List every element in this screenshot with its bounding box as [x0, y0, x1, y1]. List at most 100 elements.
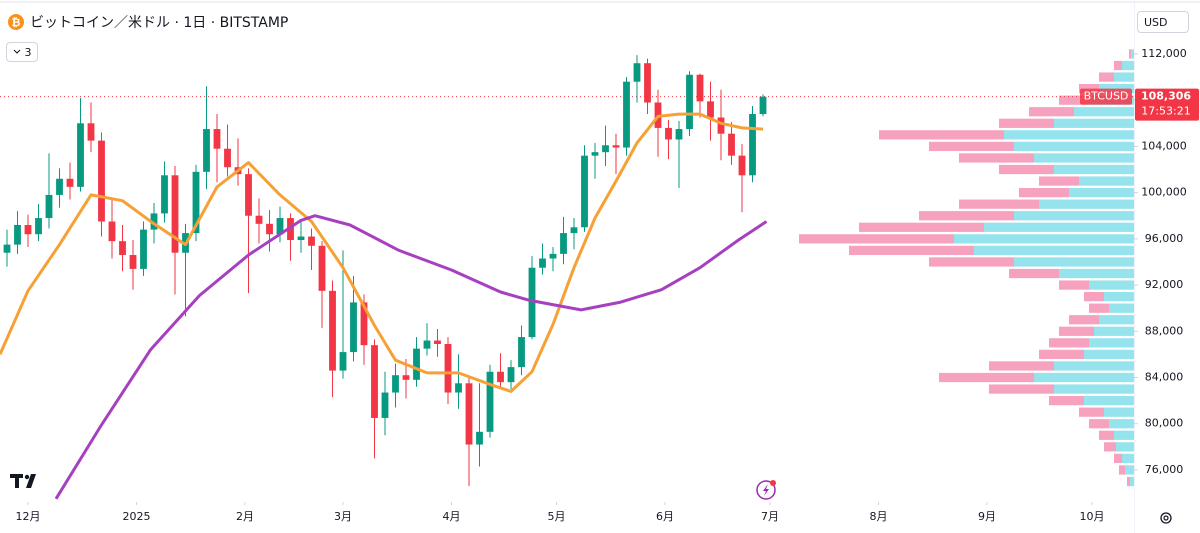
volume-down — [959, 153, 1034, 163]
volume-up — [1089, 280, 1134, 290]
settings-icon[interactable] — [1160, 512, 1172, 524]
plot: 76,000 80,000 84,000 88,000 92,000 96,000 100,… — [0, 47, 1199, 523]
volume-up — [954, 234, 1134, 244]
volume-up — [1104, 407, 1134, 417]
x-tick-label: 8月 — [870, 510, 888, 523]
volume-up — [1039, 199, 1134, 209]
candle-body — [108, 221, 116, 242]
chevron — [13, 49, 20, 54]
candle-body — [633, 63, 641, 82]
candle-body — [255, 215, 263, 224]
candle-body — [602, 145, 609, 153]
candle-body — [518, 337, 525, 368]
candle-body — [696, 74, 704, 102]
x-tick-label: 6月 — [656, 510, 674, 523]
candle-body — [581, 155, 588, 228]
collapse-button[interactable]: 3 — [6, 42, 38, 62]
volume-down — [1029, 107, 1074, 117]
candle-body — [3, 244, 11, 253]
volume-up — [1014, 141, 1134, 152]
volume-up — [1130, 476, 1134, 487]
volume-up — [1059, 268, 1134, 279]
candle-body — [444, 344, 452, 393]
indicator-count: 3 — [24, 45, 32, 59]
volume-up — [1131, 49, 1134, 59]
volume-up — [1069, 188, 1134, 198]
candle-body — [455, 383, 462, 393]
y-tick-label: 88,000 — [1145, 324, 1184, 337]
x-tick-label: 7月 — [761, 510, 779, 523]
volume-up — [984, 222, 1134, 232]
candle-body — [612, 145, 620, 148]
volume-up — [1122, 453, 1134, 464]
candle-body — [245, 174, 252, 216]
volume-down — [919, 211, 1014, 221]
volume-up — [1034, 372, 1134, 383]
y-tick-label: 96,000 — [1145, 232, 1184, 245]
candle-body — [717, 117, 725, 134]
candle-body — [371, 345, 378, 418]
price-countdown: 17:53:21 — [1141, 105, 1190, 118]
legend: ₿ ビットコイン／米ドル · 1日 · BITSTAMP — [8, 12, 288, 32]
candle-body — [476, 431, 483, 445]
candle-body — [749, 114, 756, 176]
candle-body — [297, 236, 305, 241]
candle-body — [171, 175, 179, 253]
candle-body — [66, 178, 74, 187]
candle-body — [140, 229, 147, 269]
x-tick-label: 10月 — [1080, 510, 1105, 523]
y-tick-label: 84,000 — [1145, 371, 1184, 384]
volume-down — [1019, 188, 1069, 198]
volume-up — [1125, 465, 1134, 475]
candle-body — [14, 224, 21, 245]
volume-down — [1119, 465, 1125, 475]
candle-body — [350, 302, 357, 353]
coin-icon: ₿ — [8, 14, 24, 30]
volume-up — [1014, 257, 1134, 267]
x-tick-label: 3月 — [334, 510, 352, 523]
candle-body — [560, 233, 567, 254]
candle-body — [308, 236, 315, 246]
volume-up — [1089, 338, 1134, 348]
candle-body — [161, 175, 168, 214]
candle-body — [87, 123, 95, 141]
candle-body — [434, 340, 441, 345]
candle-body — [423, 340, 431, 349]
volume-up — [1116, 442, 1134, 452]
symbol-tag — [1080, 88, 1132, 105]
volume-up — [1054, 118, 1134, 128]
volume-down — [849, 245, 974, 256]
candle-body — [119, 241, 126, 256]
candle-body — [486, 371, 494, 432]
price-tag — [1135, 88, 1199, 121]
candle-body — [738, 155, 746, 176]
candle-body — [35, 218, 42, 235]
currency: USD — [1144, 15, 1168, 29]
candle-body — [728, 133, 735, 156]
x-tick-label: 5月 — [548, 510, 566, 523]
candle-body — [192, 171, 200, 234]
volume-down — [1089, 419, 1109, 429]
price-value: 108,306 — [1141, 90, 1191, 103]
volume-down — [859, 222, 984, 232]
symbol-title: ビットコイン／米ドル · 1日 · BITSTAMP — [30, 15, 289, 31]
volume-up — [1109, 303, 1134, 313]
volume-down — [959, 199, 1039, 209]
lightning-icon[interactable] — [756, 480, 776, 500]
volume-down — [879, 130, 1004, 140]
x-tick-label: 2月 — [236, 510, 254, 523]
candle-body — [213, 129, 221, 149]
x-tick-label: 4月 — [443, 510, 461, 523]
currency-button[interactable]: USD — [1137, 11, 1189, 33]
volume-up — [1074, 107, 1134, 117]
volume-down — [1059, 280, 1089, 290]
volume-down — [1079, 84, 1099, 94]
volume-down — [1114, 453, 1122, 464]
candle-body — [402, 375, 410, 380]
candle-body — [539, 258, 546, 268]
volume-up — [1034, 153, 1134, 163]
candle-body — [45, 194, 53, 219]
candle-body — [266, 223, 273, 235]
y-tick-label: 112,000 — [1141, 47, 1187, 60]
volume-down — [1104, 442, 1116, 452]
